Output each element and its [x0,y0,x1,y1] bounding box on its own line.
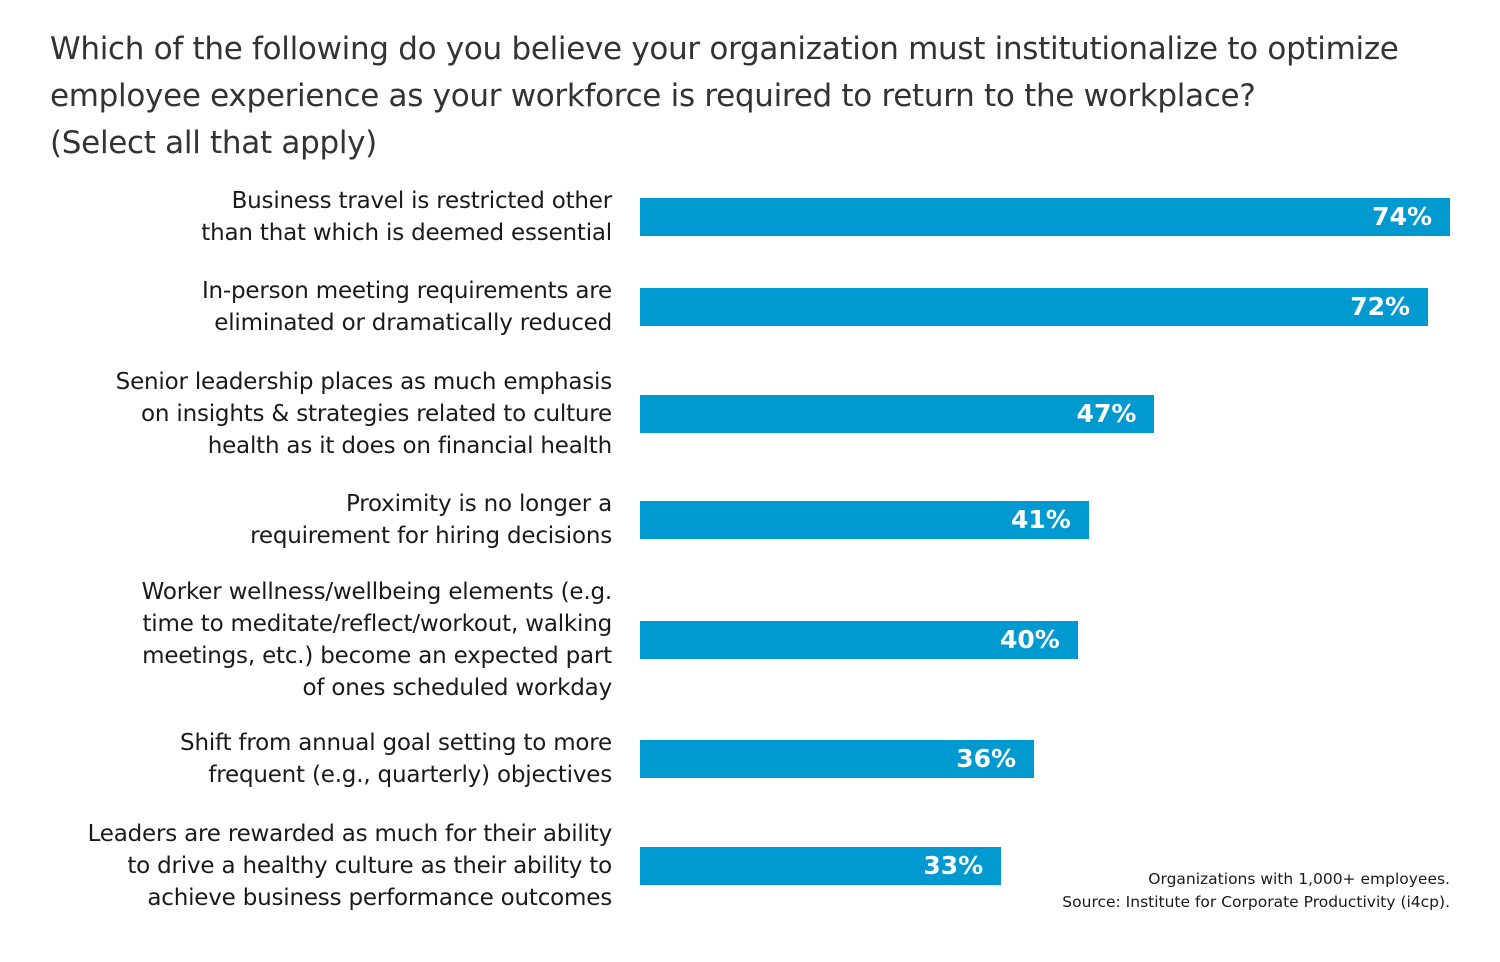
category-label: Leaders are rewarded as much for their a… [87,821,613,911]
chart-title: Which of the following do you believe yo… [50,31,1399,161]
value-label: 33% [923,851,984,880]
category-label: In-person meeting requirements are elimi… [201,278,612,336]
value-label: 47% [1076,399,1137,428]
value-label: 74% [1372,202,1432,231]
category-label: Worker wellness/wellbeing elements (e.g.… [141,579,613,701]
value-label: 72% [1350,292,1411,321]
footnote: Organizations with 1,000+ employees. Sou… [1062,870,1450,911]
value-label: 41% [1010,505,1071,534]
bar [640,395,1155,433]
category-label: Business travel is restricted other than… [201,188,612,246]
bar [640,847,1002,885]
bar [640,621,1078,659]
bar [640,501,1089,539]
category-label: Shift from annual goal setting to more f… [180,730,612,788]
category-label: Senior leadership places as much emphasi… [115,369,613,459]
bar [640,740,1035,778]
bar [640,288,1429,326]
value-label: 36% [956,744,1017,773]
value-label: 40% [999,625,1060,654]
bar [640,198,1450,236]
category-label: Proximity is no longer a requirement for… [250,491,612,549]
